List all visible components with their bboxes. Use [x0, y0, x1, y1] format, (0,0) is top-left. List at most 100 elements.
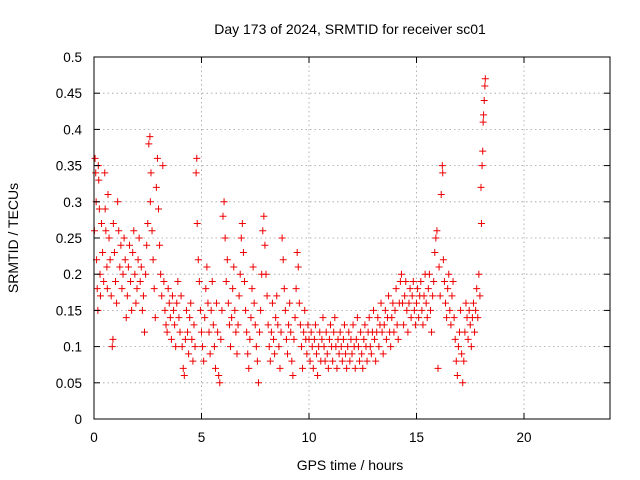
data-point [238, 220, 246, 228]
data-point [411, 321, 419, 329]
data-point [352, 335, 360, 343]
data-point [122, 314, 130, 322]
data-point [300, 328, 308, 336]
data-point [331, 314, 339, 322]
data-point [171, 321, 179, 329]
data-point [196, 306, 204, 314]
data-point [231, 306, 239, 314]
data-point [129, 248, 137, 256]
data-point [108, 343, 116, 351]
data-point [458, 350, 466, 358]
data-point [186, 314, 194, 322]
data-point [353, 314, 361, 322]
data-point [224, 299, 232, 307]
data-point [260, 212, 268, 220]
data-point [241, 277, 248, 285]
data-point [346, 357, 354, 365]
data-point [344, 343, 352, 351]
data-point [446, 306, 454, 314]
data-point [366, 343, 374, 351]
data-point [370, 306, 377, 314]
y-axis-label: SRMTID / TECUs [5, 183, 21, 293]
data-point [345, 328, 353, 336]
data-point [120, 234, 128, 242]
data-point [252, 343, 260, 351]
data-point [403, 306, 411, 314]
data-point [104, 191, 112, 199]
data-point [389, 299, 397, 307]
data-point [391, 306, 399, 314]
data-point [139, 292, 147, 300]
data-point [124, 263, 132, 271]
data-point [202, 285, 210, 293]
data-point [244, 350, 252, 358]
data-point [404, 328, 412, 336]
data-point [248, 285, 256, 293]
data-point [246, 335, 254, 343]
data-point [162, 321, 170, 329]
data-point [127, 277, 135, 285]
data-point [237, 234, 245, 242]
data-point [286, 299, 294, 307]
data-point [379, 350, 387, 358]
data-point [118, 285, 126, 293]
data-point [98, 220, 106, 228]
data-point [177, 292, 185, 300]
data-point [234, 321, 242, 329]
data-point [199, 343, 207, 351]
data-point [257, 306, 265, 314]
data-point [206, 350, 214, 358]
data-point [121, 256, 129, 264]
data-point [356, 357, 364, 365]
data-point [301, 306, 309, 314]
data-point [261, 241, 269, 249]
x-axis-label: GPS time / hours [297, 457, 404, 473]
data-point [182, 306, 190, 314]
y-tick-label: 0.05 [56, 376, 82, 391]
data-point [288, 357, 296, 365]
data-point [132, 299, 140, 307]
data-point [250, 299, 258, 307]
data-point [477, 220, 485, 228]
data-point [471, 328, 479, 336]
data-point [216, 379, 224, 387]
data-point [310, 335, 318, 343]
data-point [481, 75, 489, 83]
data-point [271, 350, 279, 358]
data-point [439, 169, 447, 177]
data-point [405, 299, 413, 307]
data-point [401, 292, 409, 300]
data-point [185, 350, 193, 358]
x-tick-label: 0 [90, 430, 98, 445]
data-point [101, 169, 109, 177]
data-point [109, 335, 117, 343]
data-point [419, 321, 427, 329]
data-point [423, 314, 431, 322]
data-point [245, 364, 253, 372]
data-point [227, 343, 235, 351]
data-point [130, 227, 138, 235]
data-point [390, 328, 398, 336]
x-tick-label: 10 [301, 430, 316, 445]
data-point [440, 277, 448, 285]
data-point [267, 328, 275, 336]
data-point [284, 350, 291, 358]
data-point [251, 321, 259, 329]
data-point [225, 321, 233, 329]
data-point [193, 220, 201, 228]
data-point [153, 154, 161, 162]
data-point [146, 133, 154, 141]
data-point [418, 306, 426, 314]
data-point [351, 364, 359, 372]
data-point [367, 350, 375, 358]
data-point [113, 299, 121, 307]
data-point [371, 335, 379, 343]
data-point [358, 350, 366, 358]
x-tick-labels: 0 5 10 15 20 [90, 430, 531, 445]
data-point [306, 357, 314, 365]
data-point [150, 285, 158, 293]
data-point [474, 314, 482, 322]
data-point [146, 198, 154, 206]
chart-title: Day 173 of 2024, SRMTID for receiver sc0… [214, 21, 486, 37]
